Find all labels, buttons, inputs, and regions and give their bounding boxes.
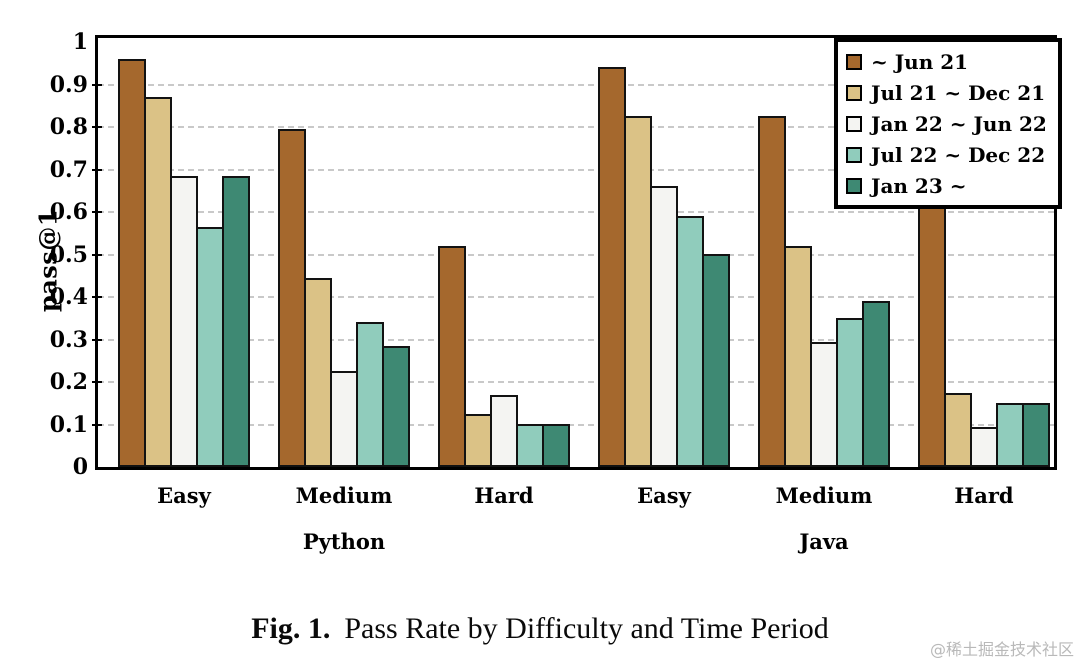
bar-medium-series1: [278, 129, 306, 467]
y-tick-label: 0.4: [49, 284, 88, 310]
bar-easy-series5: [222, 176, 250, 467]
gridline: [98, 168, 1054, 171]
bar-hard-series3: [490, 395, 518, 467]
y-tick-mark: [92, 296, 102, 298]
bar-medium-series4: [836, 318, 864, 467]
bar-easy-series4: [196, 227, 224, 467]
bar-medium-series4: [356, 322, 384, 467]
bar-medium-series3: [810, 342, 838, 467]
gridline: [98, 423, 1054, 426]
bar-easy-series1: [598, 67, 626, 467]
y-tick-mark: [92, 211, 102, 213]
bar-hard-series5: [542, 424, 570, 467]
gridline: [98, 381, 1054, 383]
bar-medium-series2: [784, 246, 812, 467]
legend-item: Jul 21 ~ Dec 21: [846, 77, 1050, 108]
bar-hard-series1: [918, 203, 946, 467]
bar-easy-series3: [170, 176, 198, 467]
x-tick-label: Medium: [775, 483, 873, 508]
y-tick-label: 0.8: [49, 114, 88, 140]
gridline: [98, 211, 1054, 213]
legend-swatch: [846, 115, 862, 132]
y-tick-mark: [92, 126, 102, 128]
gridline: [98, 338, 1054, 341]
x-tick-label: Medium: [295, 483, 393, 508]
bar-hard-series1: [438, 246, 466, 467]
bar-easy-series4: [676, 216, 704, 467]
x-tick-label: Easy: [637, 483, 691, 508]
legend-label: Jan 23 ~: [871, 173, 967, 198]
legend-label: Jul 21 ~ Dec 21: [871, 80, 1046, 105]
y-tick-mark: [92, 253, 102, 256]
group-label-python: Python: [302, 529, 386, 554]
caption-title: Pass Rate by Difficulty and Time Period: [344, 612, 829, 645]
y-tick-mark: [92, 83, 102, 86]
y-tick-mark: [92, 381, 102, 383]
y-tick-label: 0.5: [49, 241, 88, 268]
bar-hard-series2: [944, 393, 972, 467]
bar-easy-series2: [144, 97, 172, 467]
y-tick-label: 0.9: [49, 71, 88, 98]
bar-medium-series3: [330, 371, 358, 467]
y-tick-label: 0.2: [49, 369, 88, 395]
x-tick-label: Easy: [157, 483, 211, 508]
legend-swatch: [846, 146, 862, 163]
bar-hard-series4: [516, 424, 544, 467]
figure-caption: Fig. 1. Pass Rate by Difficulty and Time …: [0, 612, 1080, 646]
y-tick-mark: [92, 423, 102, 426]
bar-hard-series5: [1022, 403, 1050, 467]
gridline: [98, 253, 1054, 256]
group-label-java: Java: [799, 529, 849, 554]
x-tick-label: Hard: [474, 483, 534, 508]
legend-swatch: [846, 84, 862, 101]
legend-label: Jul 22 ~ Dec 22: [871, 142, 1046, 167]
gridline: [98, 126, 1054, 128]
x-tick-label: Hard: [954, 483, 1014, 508]
bar-easy-series3: [650, 186, 678, 467]
y-tick-label: 0.3: [49, 326, 88, 353]
caption-number: Fig. 1.: [251, 612, 331, 645]
gridline: [98, 83, 1054, 86]
y-tick-label: 0.6: [49, 199, 88, 225]
legend-item: Jan 22 ~ Jun 22: [846, 108, 1050, 139]
bar-medium-series1: [758, 116, 786, 467]
legend: ~ Jun 21 Jul 21 ~ Dec 21 Jan 22 ~ Jun 22 Ju…: [834, 38, 1062, 209]
y-tick-label: 0.7: [49, 156, 88, 183]
legend-item: Jul 22 ~ Dec 22: [846, 139, 1050, 170]
watermark: @稀土掘金技术社区: [929, 640, 1074, 659]
bar-medium-series5: [382, 346, 410, 467]
bar-hard-series3: [970, 427, 998, 467]
legend-label: Jan 22 ~ Jun 22: [871, 111, 1047, 136]
bar-medium-series2: [304, 278, 332, 467]
bar-easy-series5: [702, 254, 730, 467]
legend-item: Jan 23 ~: [846, 170, 1050, 201]
gridline: [98, 296, 1054, 298]
legend-swatch: [846, 177, 862, 194]
bar-easy-series2: [624, 116, 652, 467]
y-tick-label: 1: [72, 29, 88, 55]
y-tick-mark: [92, 168, 102, 171]
bar-easy-series1: [118, 59, 146, 467]
legend-label: ~ Jun 21: [871, 49, 969, 74]
legend-swatch: [846, 53, 862, 70]
bar-hard-series2: [464, 414, 492, 467]
legend-item: ~ Jun 21: [846, 46, 1050, 77]
y-tick-label: 0.1: [49, 411, 88, 438]
bar-medium-series5: [862, 301, 890, 467]
y-tick-mark: [92, 338, 102, 341]
bar-hard-series4: [996, 403, 1024, 467]
y-tick-label: 0: [72, 454, 88, 480]
